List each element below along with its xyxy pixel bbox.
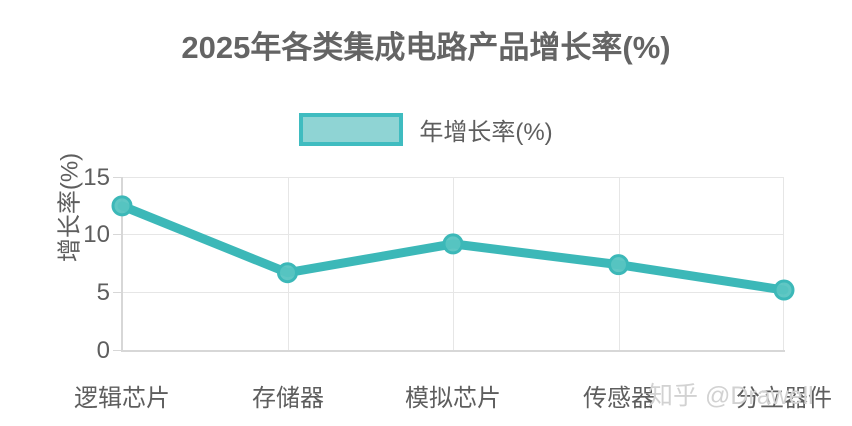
gridline-x-4 bbox=[783, 177, 784, 350]
gridline-x-3 bbox=[619, 177, 620, 350]
y-axis-line bbox=[121, 177, 123, 352]
y-tick-mark-0 bbox=[113, 350, 122, 351]
x-tick-label-discrete-device: 分立器件 bbox=[736, 385, 832, 412]
x-tick-label-sensor: 传感器 bbox=[583, 385, 655, 412]
x-axis-line bbox=[122, 350, 785, 352]
y-tick-label-10: 10 bbox=[83, 221, 110, 248]
chart-title: 2025年各类集成电路产品增长率(%) bbox=[181, 30, 671, 65]
y-axis-tick-labels: 15 10 5 0 bbox=[56, 0, 110, 426]
legend-label-annual-growth-rate: 年增长率(%) bbox=[419, 119, 553, 146]
x-tick-label-memory: 存储器 bbox=[252, 385, 324, 412]
watermark: 知乎 @Drawell bbox=[648, 382, 814, 410]
gridline-x-2 bbox=[453, 177, 454, 350]
x-tick-label-analog-chip: 模拟芯片 bbox=[405, 385, 501, 412]
y-tick-label-15: 15 bbox=[83, 164, 110, 191]
gridline-x-1 bbox=[288, 177, 289, 350]
y-tick-mark-15 bbox=[113, 177, 122, 178]
y-tick-label-5: 5 bbox=[96, 279, 110, 306]
chart-legend: 年增长率(%) bbox=[0, 112, 852, 147]
legend-swatch-annual-growth-rate[interactable] bbox=[299, 113, 404, 146]
y-tick-label-0: 0 bbox=[96, 337, 110, 364]
plot-area bbox=[122, 177, 784, 350]
x-tick-label-logic-chip: 逻辑芯片 bbox=[74, 385, 170, 412]
